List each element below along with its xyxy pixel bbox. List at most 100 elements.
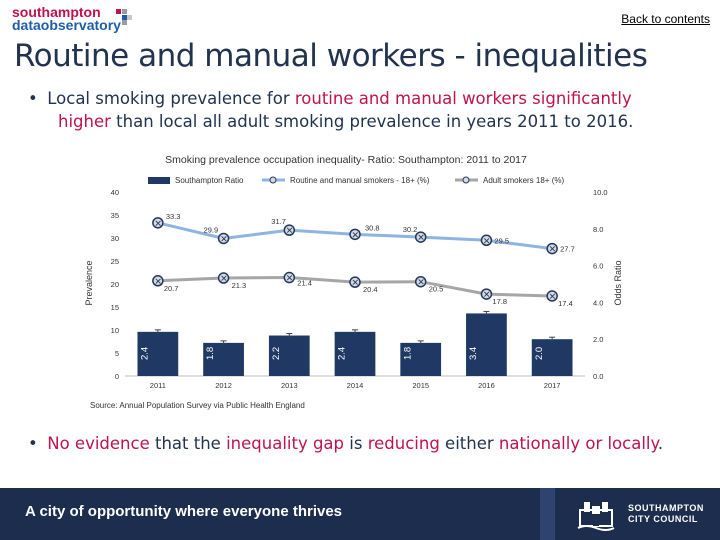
y-tick-label-right: 8.0 [593, 225, 603, 234]
adult-smokers-value-label: 21.4 [297, 279, 312, 288]
page-title: Routine and manual workers - inequalitie… [14, 38, 648, 74]
bar-value-label: 2.4 [337, 347, 348, 360]
routine-manual-value-label: 27.7 [560, 245, 575, 254]
y-tick-label-right: 10.0 [593, 188, 608, 197]
bullet1-text-2: than local all adult smoking prevalence … [110, 112, 634, 131]
chart-title: Smoking prevalence occupation inequality… [165, 154, 527, 166]
data-observatory-logo[interactable]: southampton dataobservatory [12, 5, 121, 33]
routine-manual-point [546, 242, 558, 255]
bullet1-highlight-2: higher [58, 112, 111, 131]
x-tick-label: 2011 [150, 381, 166, 390]
y-tick-label-right: 0.0 [593, 372, 603, 381]
routine-manual-point [414, 231, 427, 243]
ratio-bar [466, 313, 507, 376]
bullet1-text: Local smoking prevalence for [47, 89, 295, 108]
prevalence-lines: ✕33.3✕29.9 ✕31.7✕30.8✕30.2✕ 29.5✕ 27.7✕20.7… [152, 212, 575, 308]
routine-manual-point [217, 232, 230, 245]
ratio-bar [334, 331, 376, 376]
routine-manual-point [283, 224, 296, 236]
bar-value-label: 2.0 [534, 347, 545, 360]
bullet2-highlight-3: reducing [367, 434, 440, 453]
adult-smokers-point-marker: ✕ [286, 273, 294, 283]
adult-smokers-point-marker: ✕ [220, 274, 228, 284]
y-axis-label-left: Prevalence [84, 260, 94, 305]
routine-manual-point-marker: ✕ [483, 236, 491, 246]
routine-manual-value-label: 30.8 [365, 223, 380, 232]
x-tick-label: 2016 [478, 381, 495, 390]
y-tick-label-right: 6.0 [593, 262, 603, 271]
adult-smokers-value-label: 17.8 [492, 297, 507, 306]
y-tick-label-left: 25 [111, 257, 119, 266]
x-tick-label: 2012 [215, 381, 232, 390]
smoking-prevalence-chart: Smoking prevalence occupation inequality… [84, 154, 623, 410]
bullet2-text-2: is [344, 434, 368, 453]
ratio-bar [203, 342, 244, 376]
adult-smokers-point [414, 275, 427, 288]
y-tick-label-left: 0 [115, 372, 119, 381]
bar-value-label: 2.2 [271, 347, 282, 360]
bar-value-label: 1.8 [402, 347, 413, 360]
y-tick-label-left: 30 [111, 234, 119, 243]
logo-text-dataobservatory: dataobservatory [12, 17, 121, 33]
routine-manual-value-label: 31.7 [271, 217, 286, 226]
routine-manual-value-label: 29.9 [204, 225, 219, 234]
adult-smokers-point-marker: ✕ [417, 277, 425, 287]
footer-banner: A city of opportunity where everyone thr… [0, 488, 720, 540]
x-tick-label: 2013 [281, 381, 298, 390]
bullet-point-1: • Local smoking prevalence for routine a… [28, 87, 688, 133]
routine-manual-point-marker: ✕ [417, 233, 425, 243]
y-tick-label-left: 15 [111, 303, 119, 312]
adult-smokers-point-marker: ✕ [483, 290, 491, 300]
council-name-line2: CITY COUNCIL [628, 514, 698, 524]
x-tick-label: 2017 [544, 381, 561, 390]
adult-smokers-value-label: 20.4 [363, 285, 378, 294]
adult-smokers-point [546, 290, 558, 302]
adult-smokers-point [152, 275, 164, 287]
routine-manual-value-label: 33.3 [166, 212, 181, 221]
routine-manual-point [349, 228, 361, 241]
logo-squares-icon [116, 9, 132, 25]
y-tick-label-left: 5 [115, 349, 119, 358]
legend-label-adult: Adult smokers 18+ (%) [483, 176, 564, 185]
bullet-dot: • [28, 434, 38, 453]
chart-legend: Southampton Ratio Routine and manual smok… [148, 176, 564, 185]
legend-label-ratio: Southampton Ratio [175, 176, 244, 185]
routine-manual-point-marker: ✕ [154, 218, 162, 228]
bar-value-label: 1.8 [205, 347, 216, 360]
adult-smokers-value-label: 20.5 [429, 285, 444, 294]
bullet2-text-1: that the [149, 434, 227, 453]
adult-smokers-point-marker: ✕ [549, 291, 557, 301]
routine-manual-value-label: 30.2 [403, 225, 418, 234]
legend-label-routine: Routine and manual smokers - 18+ (%) [290, 176, 430, 185]
legend-marker-routine [269, 176, 277, 184]
adult-smokers-point [349, 276, 361, 288]
y-tick-label-left: 10 [111, 326, 119, 335]
council-name-line1: SOUTHAMPTON [628, 503, 704, 513]
ratio-bar [268, 335, 310, 376]
routine-manual-point-marker: ✕ [352, 230, 360, 240]
x-tick-label: 2014 [347, 381, 364, 390]
bullet-point-2: • No evidence that the inequality gap is… [28, 432, 708, 455]
adult-smokers-value-label: 17.4 [558, 299, 573, 308]
footer-tagline: A city of opportunity where everyone thr… [25, 503, 343, 520]
routine-manual-point-marker: ✕ [549, 244, 557, 254]
bullet2-highlight-4: nationally or locally [498, 434, 658, 453]
bar-value-label: 3.4 [468, 347, 479, 360]
bar-value-label: 2.4 [139, 347, 150, 360]
bullet2-highlight-2: inequality gap [226, 434, 345, 453]
adult-smokers-point-marker: ✕ [154, 276, 162, 286]
y-axis-label-right: Odds Ratio [613, 260, 623, 305]
y-tick-label-right: 4.0 [593, 298, 603, 307]
council-name: SOUTHAMPTON CITY COUNCIL [628, 503, 704, 525]
chart-source: Source: Annual Population Survey via Pub… [90, 401, 305, 410]
bullet2-text-4: . [657, 434, 664, 453]
bullet2-highlight-1: No evidence [47, 434, 150, 453]
legend-marker-adult [462, 176, 470, 184]
y-tick-label-left: 35 [111, 211, 119, 220]
back-to-contents-link[interactable]: Back to contents [621, 12, 710, 26]
adult-smokers-value-label: 21.3 [232, 281, 247, 290]
adult-smokers-point [283, 271, 296, 284]
bullet-dot: • [28, 89, 38, 108]
legend-swatch-ratio [148, 177, 170, 184]
footer-stripe [540, 488, 555, 540]
